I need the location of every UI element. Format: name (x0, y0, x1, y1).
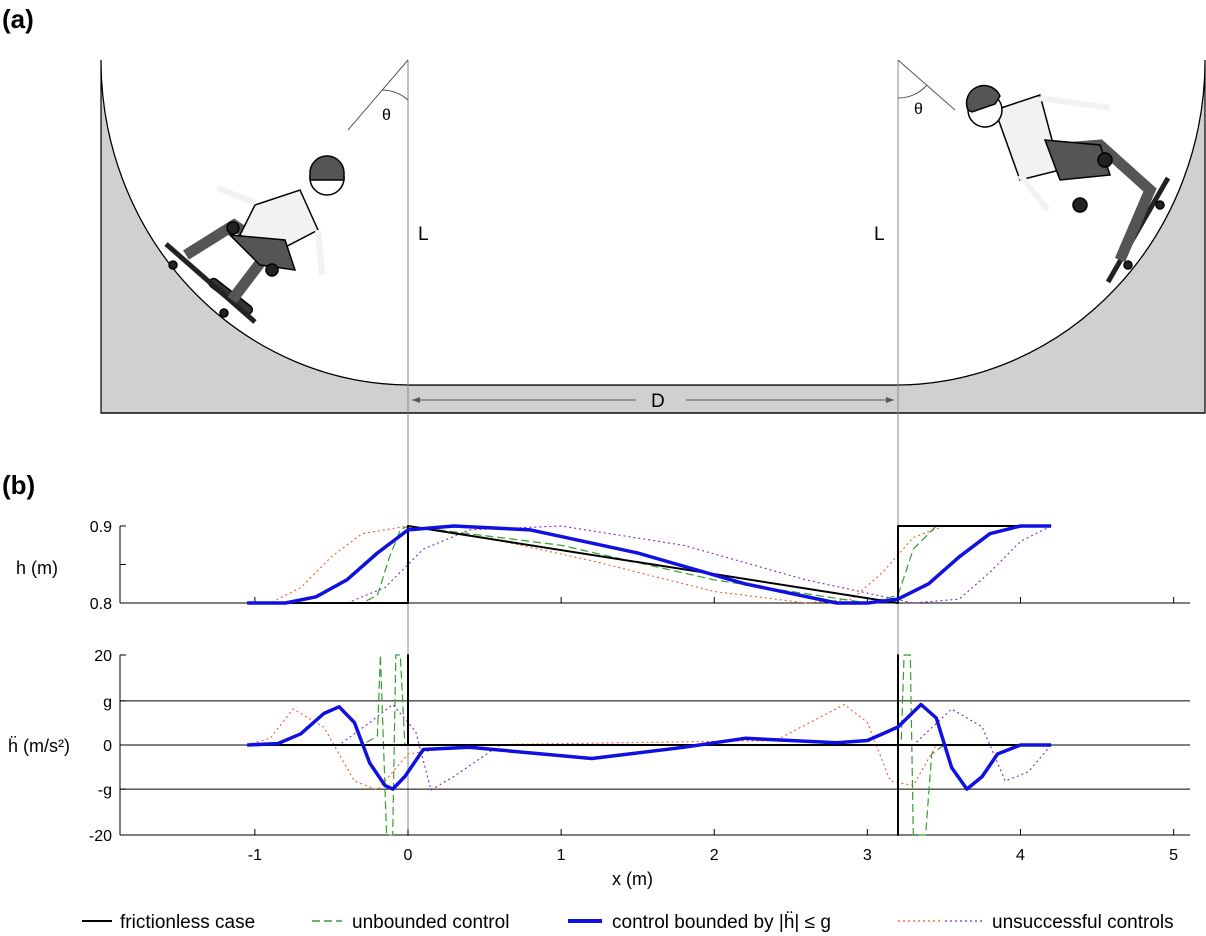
hdd-y-tick-label: 0 (103, 738, 112, 755)
hdd-x-tick-label: 3 (863, 847, 872, 864)
hdd-series-frictionless (247, 654, 1052, 836)
acceleration-plot: ḧ (m/s²) -20 -g 0 g 20 -1 0 1 2 3 4 5 x (m) (8, 648, 1190, 889)
legend-frictionless: frictionless case (120, 912, 255, 933)
h-y-ticks: 0.8 0.9 (90, 519, 126, 613)
theta-symbol-right: θ (914, 101, 923, 118)
hdd-x-tick-label: 2 (710, 847, 719, 864)
hdd-x-tick-label: 4 (1016, 847, 1025, 864)
legend: frictionless case unbounded control cont… (82, 912, 1174, 933)
h-y-tick-label: 0.9 (90, 519, 112, 536)
hdd-x-tick-label: 0 (404, 847, 413, 864)
hdd-y-tick-label: 20 (94, 648, 112, 665)
h-series-unsuccessful-2 (247, 525, 1052, 604)
D-label: D (651, 391, 665, 412)
hdd-series-bounded (247, 702, 1052, 791)
distance-arrow: D (412, 391, 894, 412)
panel-label-a: (a) (2, 4, 34, 34)
h-series-frictionless (247, 525, 1052, 604)
hdd-x-tick-label: -1 (248, 847, 262, 864)
h-series-bounded (247, 524, 1052, 605)
h-series-group (247, 524, 1052, 605)
angle-marker-right: θ (897, 59, 956, 118)
legend-unsuccessful: unsuccessful controls (992, 912, 1174, 933)
skateboarder-right (965, 84, 1171, 284)
h-y-tick-label: 0.8 (90, 596, 112, 613)
height-plot: h (m) 0.8 0.9 (16, 519, 1190, 613)
hdd-series-group (247, 654, 1052, 836)
legend-unbounded: unbounded control (352, 912, 509, 933)
L-label-right: L (874, 224, 885, 245)
hdd-axis-label: ḧ (m/s²) (8, 736, 70, 756)
hdd-y-ticks: -20 -g 0 g 20 (89, 648, 126, 845)
theta-symbol-left: θ (382, 107, 391, 124)
hdd-y-tick-label: -20 (89, 828, 112, 845)
hdd-y-tick-label: g (103, 694, 112, 711)
half-pipe-ramp (100, 59, 1206, 414)
angle-marker-left: θ (347, 59, 409, 131)
hdd-x-tick-label: 1 (557, 847, 566, 864)
h-series-unbounded (247, 525, 1052, 604)
hdd-x-ticks: -1 0 1 2 3 4 5 (248, 829, 1178, 864)
h-series-unsuccessful-1 (247, 525, 1052, 604)
h-axis-label: h (m) (16, 558, 58, 578)
hdd-x-tick-label: 5 (1169, 847, 1178, 864)
x-axis-label: x (m) (612, 869, 653, 889)
skateboarder-left (164, 155, 345, 324)
L-label-left: L (418, 224, 429, 245)
hdd-y-tick-label: -g (98, 782, 112, 799)
legend-bounded: control bounded by |ḧ| ≤ g (612, 912, 831, 933)
panel-label-b: (b) (2, 470, 35, 500)
